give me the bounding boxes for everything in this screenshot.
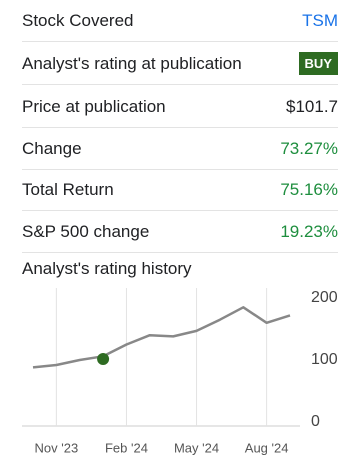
- label: S&P 500 change: [22, 221, 150, 241]
- row: Price at publication $101.7: [22, 86, 338, 128]
- ticker[interactable]: TSM: [302, 10, 338, 30]
- label: Total Return: [22, 179, 114, 199]
- y-tick-label: 100: [311, 351, 338, 368]
- x-tick-label: Feb '24: [105, 440, 148, 455]
- row: Stock Covered TSM: [22, 0, 338, 42]
- rating-badge: BUY: [298, 52, 338, 75]
- label: Analyst's rating at publication: [22, 53, 242, 73]
- chart-title: Analyst's rating history: [22, 259, 192, 278]
- label: Price at publication: [22, 96, 166, 116]
- x-tick-label: May '24: [174, 440, 219, 455]
- value: 19.23%: [280, 221, 338, 241]
- value: 73.27%: [280, 138, 338, 158]
- row: Total Return 75.16%: [22, 169, 338, 211]
- value: $101.7: [286, 96, 338, 116]
- label: Stock Covered: [22, 10, 134, 30]
- y-tick-label: 200: [311, 289, 338, 306]
- value: 75.16%: [280, 179, 338, 199]
- label: Change: [22, 138, 82, 158]
- publication-marker: [97, 352, 110, 365]
- row: S&P 500 change 19.23%: [22, 211, 338, 253]
- y-tick-label: 0: [311, 413, 320, 430]
- x-tick-label: Nov '23: [35, 440, 79, 455]
- row: Change 73.27%: [22, 128, 338, 170]
- x-tick-label: Aug '24: [245, 440, 289, 455]
- row: Analyst's rating at publication BUY: [22, 43, 338, 85]
- price-line: [32, 306, 291, 369]
